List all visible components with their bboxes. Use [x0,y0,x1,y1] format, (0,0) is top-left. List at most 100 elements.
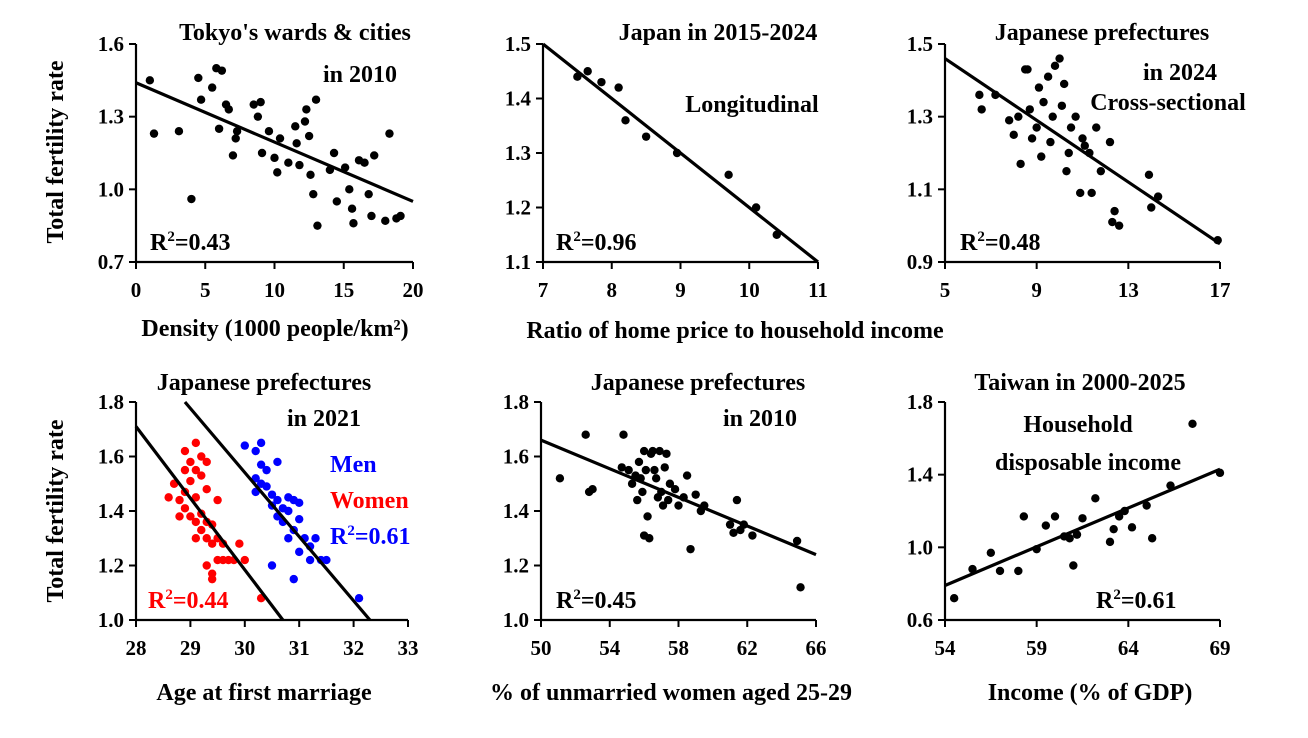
data-point-women [186,476,195,486]
data-point-tokyo [345,185,354,194]
data-point-prefectures [639,446,649,456]
chart-title-line2: in 2024 [1143,60,1217,86]
data-point-prefectures [638,487,647,497]
annotation-cross-sectional: Cross-sectional [1090,90,1246,116]
data-point-tokyo [187,194,196,204]
data-point-prefectures [1062,166,1071,176]
data-point-men [256,438,266,448]
x-tick-label: 33 [398,636,419,660]
r-squared-label: R2=0.43 [150,229,231,256]
data-point-women [240,555,249,565]
data-point-prefectures [1147,203,1156,212]
data-point-prefectures [1087,188,1096,198]
data-point-prefectures [655,446,664,456]
x-tick-label: 5 [200,278,211,302]
data-point-men [311,534,320,543]
data-point-men [295,514,304,524]
data-point-taiwan [1147,534,1157,543]
data-point-prefectures [641,465,651,475]
panel-japan: 1.1 1.2 1.3 1.4 1.5 7 8 9 10 11 [505,32,828,302]
y-tick-label: 1.4 [907,463,934,487]
data-point-prefectures [633,495,642,505]
data-point-prefectures [975,90,984,100]
data-point-taiwan [1041,521,1051,530]
x-tick-label: 50 [531,636,552,660]
panel-taiwan: 0.6 1.0 1.4 1.8 54 59 64 69 Income (% of GDP) [907,390,1231,706]
y-tick-label: 0.9 [907,250,933,274]
x-tick-label: 31 [289,636,310,660]
y-tick-label: 0.7 [98,250,124,274]
data-point-tokyo [291,122,300,131]
data-point-tokyo [270,153,279,163]
data-point-prefectures [670,485,680,494]
data-point-prefectures [581,430,590,439]
data-point-men [251,474,260,483]
data-point-prefectures [1025,105,1034,114]
data-point-prefectures [1046,137,1055,147]
chart-title: Japan in 2015-2024 [619,20,818,46]
data-point-women [202,485,211,494]
data-point-prefectures [1037,152,1046,161]
y-tick-label: 1.4 [503,499,530,523]
data-point-tokyo [360,158,369,167]
data-point-taiwan [986,548,996,557]
x-axis-title: Age at first marriage [156,680,372,706]
x-axis-title: Density (1000 people/km²) [141,316,408,342]
data-point-women [186,512,195,521]
x-tick-label: 66 [806,636,827,660]
data-point-prefectures [650,465,659,475]
data-point-women [202,561,211,570]
x-tick-label: 62 [737,636,758,660]
annotation-household: Household [1023,412,1133,438]
x-tick-label: 17 [1210,278,1231,302]
data-point-prefectures [555,474,565,483]
fit-line-men [183,400,372,622]
data-point-men [240,441,249,450]
data-point-men [284,534,293,543]
y-axis-title-top: Total fertility rate [43,60,69,243]
data-point-tokyo [309,189,318,199]
data-point-tokyo [332,197,342,206]
data-point-prefectures [1043,72,1053,81]
data-point-prefectures [1108,217,1117,227]
chart-title: Japanese prefectures [157,370,371,396]
data-point-tokyo [367,211,376,221]
data-point-men [267,490,277,499]
data-point-tokyo [257,148,267,158]
data-point-tokyo [396,211,405,221]
data-point-tokyo [304,131,314,141]
x-tick-label: 10 [739,278,760,302]
legend-women: Women [330,488,409,514]
y-tick-label: 1.6 [503,445,529,469]
data-point-tokyo [292,139,301,148]
chart-title: Japanese prefectures [995,20,1209,46]
fit-line-japan [542,42,819,264]
x-tick-label: 54 [599,636,621,660]
data-point-women [197,471,206,480]
data-point-prefectures [674,501,683,510]
shared-x-axis-title: Ratio of home price to household income [526,318,944,344]
y-tick-label: 1.3 [98,105,124,129]
data-point-prefectures [1034,83,1044,92]
data-point-women [186,457,195,467]
data-point-women [175,512,184,521]
data-point-prefectures [1092,123,1101,132]
data-point-tokyo [264,127,274,136]
data-point-tokyo [256,97,265,107]
y-tick-label: 1.5 [907,32,933,56]
data-point-prefectures [588,485,597,494]
data-point-prefectures [1055,54,1064,63]
data-point-prefectures [643,512,652,521]
data-point-prefectures [725,520,735,529]
x-tick-label: 9 [675,278,686,302]
x-tick-label: 9 [1031,278,1042,302]
data-point-tokyo [313,221,322,230]
y-tick-label: 1.3 [907,105,933,129]
data-point-prefectures [1078,134,1087,143]
data-point-taiwan [1050,512,1060,521]
y-tick-label: 1.2 [505,196,531,220]
y-tick-label: 1.6 [98,445,124,469]
data-point-women [191,465,201,475]
data-point-prefectures [729,528,738,537]
